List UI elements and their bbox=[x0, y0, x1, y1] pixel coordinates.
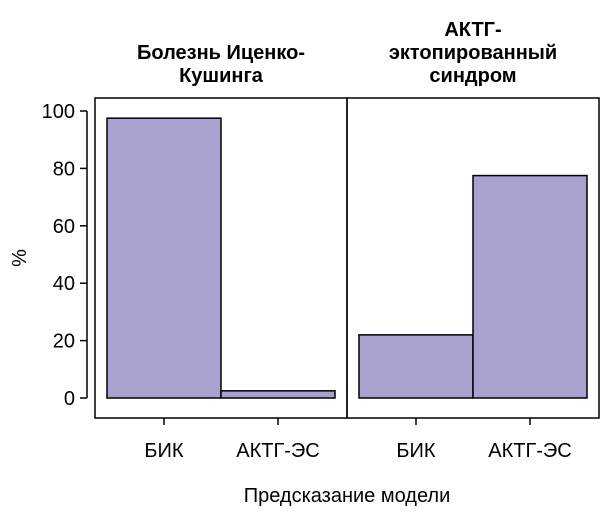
y-tick-label: 20 bbox=[53, 331, 75, 353]
bar-БИК bbox=[358, 334, 474, 399]
panel-frame bbox=[346, 97, 600, 419]
panel-2 bbox=[346, 97, 600, 419]
y-axis: 0 20 40 60 80 100 bbox=[42, 101, 88, 410]
bar-АКТГ-ЭС bbox=[220, 390, 336, 399]
panel-title-line: Болезнь Иценко- bbox=[137, 42, 305, 64]
x-tick-label: АКТГ-ЭС bbox=[488, 440, 572, 462]
y-tick-label: 0 bbox=[64, 388, 75, 410]
y-tick-label: 40 bbox=[53, 273, 75, 295]
y-tick-label: 60 bbox=[53, 216, 75, 238]
panel-titles: Болезнь Иценко-Кушинга АКТГ-эктопированны… bbox=[137, 19, 557, 87]
y-axis-label: % bbox=[9, 249, 31, 267]
panel-title-line: эктопированный bbox=[389, 42, 557, 64]
x-tick-label: БИК bbox=[396, 440, 436, 462]
y-tick-label: 80 bbox=[53, 158, 75, 180]
panel-title-line: Кушинга bbox=[179, 65, 264, 87]
x-tick-label: АКТГ-ЭС bbox=[236, 440, 320, 462]
bar-БИК bbox=[106, 117, 222, 399]
x-axis: БИК АКТГ-ЭС БИК АКТГ-ЭС bbox=[144, 418, 572, 462]
x-tick-label: БИК bbox=[144, 440, 184, 462]
panel-title: АКТГ-эктопированный синдром bbox=[389, 19, 557, 87]
panel-1 bbox=[94, 97, 348, 419]
bar-АКТГ-ЭС bbox=[472, 174, 588, 399]
panels bbox=[94, 97, 600, 419]
panel-title-line: АКТГ- bbox=[444, 19, 501, 41]
panel-title-line: синдром bbox=[429, 65, 516, 87]
panel-title: Болезнь Иценко-Кушинга bbox=[137, 42, 305, 87]
x-axis-label: Предсказание модели bbox=[244, 485, 451, 507]
y-tick-label: 100 bbox=[42, 101, 75, 123]
